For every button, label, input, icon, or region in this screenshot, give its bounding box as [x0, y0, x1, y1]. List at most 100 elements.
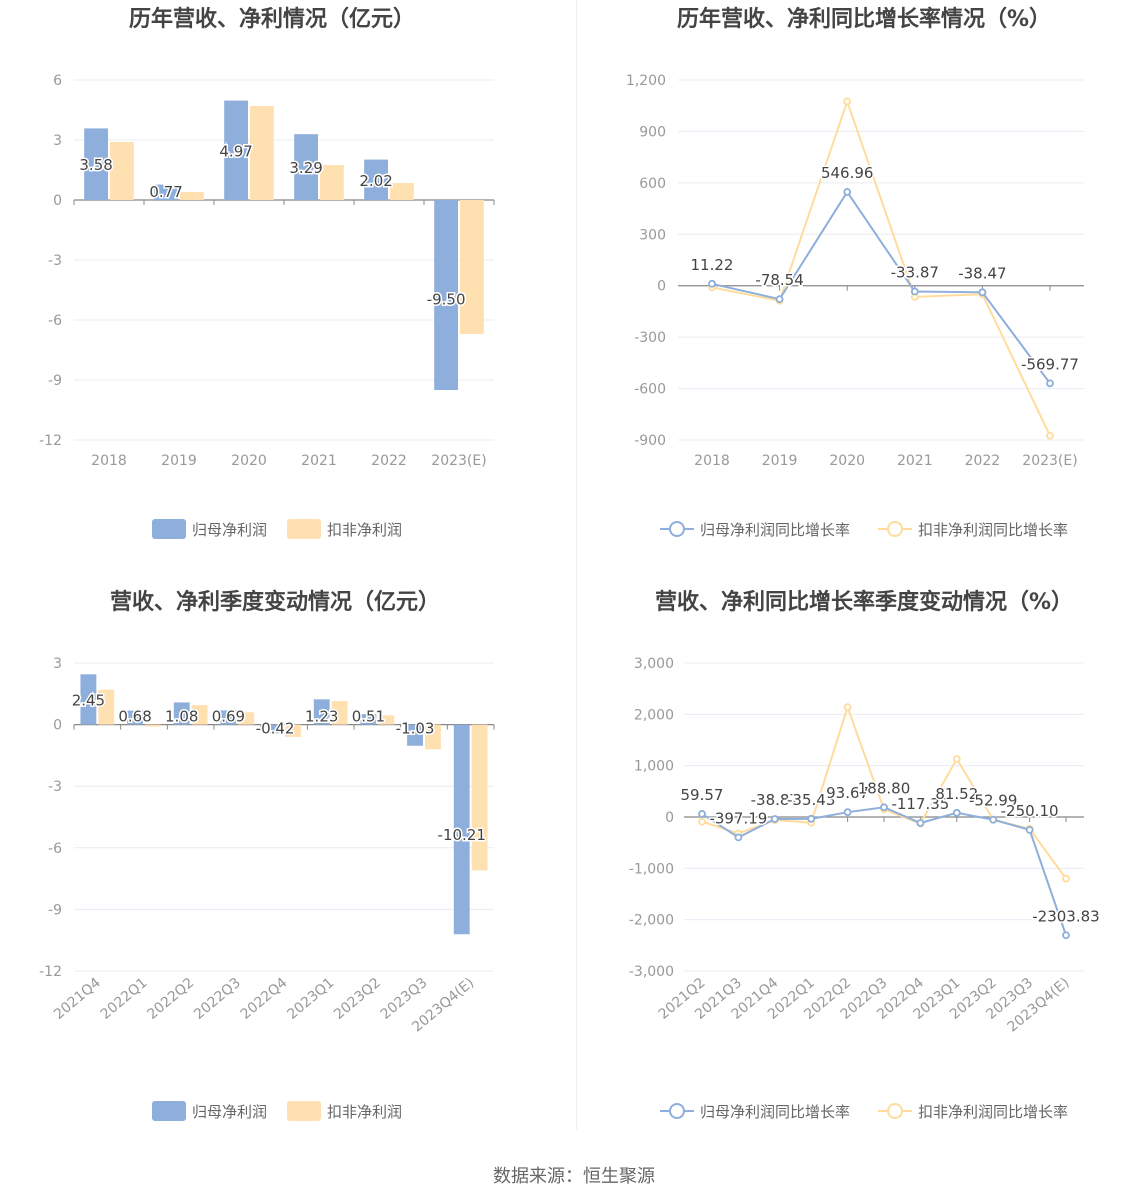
- line-data-label: -38.87: [751, 791, 799, 809]
- y-tick-label: -9: [48, 902, 62, 918]
- bar-parent-net-profit: [80, 674, 97, 725]
- bar-data-label: 0.68: [118, 708, 151, 726]
- x-category-label: 2023(E): [1022, 453, 1077, 469]
- bar-parent-net-profit: [220, 710, 237, 725]
- annual-profit-svg: 历年营收、净利情况（亿元） 6 3 0 -3 -6 -9 -12 2018 2019 2020 202…: [39, 6, 495, 539]
- bar-deducted-net-profit: [238, 712, 255, 725]
- bar-data-label: 2.02: [359, 172, 392, 190]
- legend-label: 归母净利润同比增长率: [700, 521, 850, 539]
- bar-data-label: 3.29: [289, 159, 322, 177]
- point-deducted-growth: [952, 755, 961, 763]
- bar-data-label: -1.03: [396, 720, 435, 738]
- line-data-label: -33.87: [891, 264, 939, 282]
- point-parent-growth: [916, 819, 925, 827]
- legend-swatch-parent: [152, 1101, 186, 1121]
- y-tick-label: -2,000: [629, 913, 674, 929]
- legend-label: 扣非净利润同比增长率: [918, 1103, 1068, 1121]
- point-parent-growth: [708, 279, 716, 288]
- x-category-label: 2021Q4: [51, 975, 104, 1023]
- x-category-label: 2021: [897, 453, 933, 469]
- quarterly-growth-svg: 营收、净利同比增长率季度变动情况（%） 3,000 2,000 1,000 0 -1,00…: [629, 589, 1101, 1121]
- bar-parent-net-profit: [364, 159, 388, 200]
- x-category-label: 2022: [371, 453, 407, 469]
- bar-parent-net-profit: [224, 100, 248, 200]
- x-category-label: 2020: [231, 453, 267, 469]
- line-data-label: 93.67: [826, 784, 869, 802]
- x-category-label: 2020: [829, 453, 865, 469]
- bar-data-label: -10.21: [438, 826, 486, 844]
- y-tick-label: -3,000: [629, 964, 674, 980]
- bar-deducted-net-profit: [471, 724, 488, 871]
- quarterly-growth-chart: 营收、净利同比增长率季度变动情况（%） 3,000 2,000 1,000 0 -1,00…: [576, 582, 1148, 1164]
- bar-data-label: 4.97: [219, 142, 252, 160]
- bar-data-label: 2.45: [72, 691, 105, 709]
- bar-data-label: 1.23: [305, 708, 338, 726]
- point-deducted-growth: [698, 817, 706, 826]
- point-parent-growth: [910, 287, 919, 296]
- line-data-label: -250.10: [1001, 802, 1059, 820]
- point-parent-growth: [1046, 379, 1054, 388]
- bar-parent-net-profit: [313, 699, 330, 725]
- legend-swatch-parent: [152, 519, 186, 539]
- y-tick-label: -300: [634, 330, 666, 346]
- point-parent-growth: [1025, 825, 1034, 834]
- bar-parent-net-profit: [173, 702, 190, 725]
- y-tick-label: 2,000: [634, 707, 674, 723]
- bar-deducted-net-profit: [250, 106, 274, 200]
- bar-deducted-net-profit: [331, 700, 348, 725]
- point-parent-growth: [880, 803, 888, 812]
- bar-parent-net-profit: [294, 134, 318, 200]
- y-tick-label: 0: [53, 193, 62, 209]
- point-parent-growth: [1062, 931, 1070, 940]
- y-tick-label: 1,200: [626, 73, 666, 89]
- bar-parent-net-profit: [360, 714, 377, 725]
- bar-data-label: 0.69: [212, 708, 245, 726]
- legend-label: 扣非净利润: [327, 521, 402, 539]
- line-data-label: -78.54: [755, 271, 803, 289]
- bar-parent-net-profit: [453, 724, 470, 935]
- legend-swatch-deducted: [287, 1101, 321, 1121]
- legend-marker-parent: [669, 1103, 685, 1119]
- line-data-label: -35.43: [787, 791, 835, 809]
- line-data-label: 188.80: [858, 779, 911, 797]
- y-tick-label: 0: [657, 279, 666, 295]
- bar-data-label: 3.58: [79, 156, 112, 174]
- panel-divider: [576, 0, 577, 1130]
- bar-data-label: 0.51: [352, 708, 385, 726]
- legend-marker-deducted: [887, 1103, 903, 1119]
- x-category-label: 2022Q3: [191, 975, 244, 1023]
- legend-label: 扣非净利润: [327, 1103, 402, 1121]
- quarterly-profit-svg: 营收、净利季度变动情况（亿元）30-3-6-9-122021Q42022Q120…: [39, 589, 495, 1121]
- bar-deducted-net-profit: [191, 705, 208, 725]
- y-tick-label: 3: [53, 656, 62, 672]
- annual-growth-chart: 历年营收、净利同比增长率情况（%） 1,200 900 600 300 0 -300 -600…: [576, 0, 1148, 582]
- point-deducted-growth: [1062, 874, 1070, 883]
- bar-parent-net-profit: [127, 710, 143, 725]
- y-tick-label: 3: [53, 133, 62, 149]
- x-category-label: 2023(E): [431, 453, 486, 469]
- bar-deducted-net-profit: [378, 715, 395, 725]
- line-data-label: -397.19: [709, 809, 767, 827]
- legend-label: 归母净利润: [192, 1103, 267, 1121]
- chart-title: 历年营收、净利同比增长率情况（%）: [677, 6, 1051, 32]
- bar-data-label: 1.08: [165, 708, 198, 726]
- x-category-label: 2023Q2: [331, 975, 384, 1023]
- chart-title: 历年营收、净利情况（亿元）: [129, 6, 415, 32]
- y-tick-label: -900: [634, 433, 666, 449]
- quarterly-profit-chart: 营收、净利季度变动情况（亿元） 3 0 -3 -6 -9 -12 2021Q4 2022Q1 20…: [0, 582, 574, 1164]
- x-category-label: 2018: [91, 453, 127, 469]
- y-tick-label: -1,000: [629, 861, 674, 877]
- x-category-label: 2019: [161, 453, 197, 469]
- y-tick-label: -12: [39, 433, 62, 449]
- chart-title: 营收、净利季度变动情况（亿元）: [110, 589, 440, 615]
- point-parent-growth: [843, 188, 852, 196]
- y-tick-label: -6: [48, 313, 62, 329]
- bar-deducted-net-profit: [98, 689, 115, 725]
- bar-deducted-net-profit: [285, 724, 301, 737]
- x-category-label: 2021: [301, 453, 337, 469]
- y-tick-label: -3: [48, 779, 62, 795]
- point-parent-growth: [770, 815, 779, 823]
- bar-parent-net-profit: [84, 128, 108, 200]
- x-category-label: 2019: [762, 453, 798, 469]
- y-tick-label: 900: [639, 124, 666, 140]
